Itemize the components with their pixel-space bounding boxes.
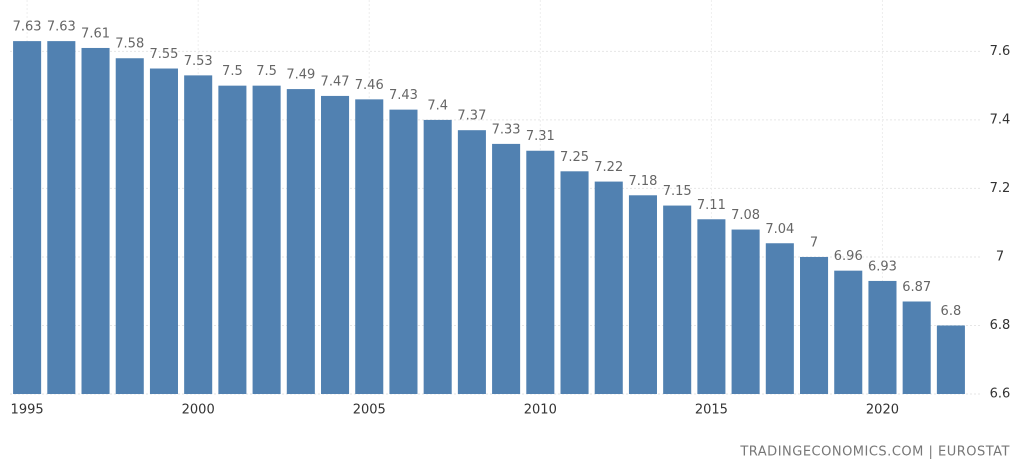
y-tick-label: 7.2 xyxy=(990,181,1011,196)
bar xyxy=(765,243,794,394)
source: TRADINGECONOMICS.COM | EUROSTAT xyxy=(739,445,1010,460)
bar xyxy=(594,181,623,394)
bar xyxy=(47,41,76,395)
value-label: 7.18 xyxy=(628,174,657,189)
x-tick-label: 2015 xyxy=(695,403,728,418)
y-tick-label: 7 xyxy=(996,249,1004,264)
y-tick-label: 7.6 xyxy=(990,44,1011,59)
bar xyxy=(13,41,42,395)
value-label: 7 xyxy=(810,235,818,250)
x-tick-label: 2020 xyxy=(866,403,899,418)
bar xyxy=(628,195,657,394)
value-label: 7.08 xyxy=(731,208,760,223)
value-label: 7.22 xyxy=(594,160,623,175)
value-label: 7.5 xyxy=(222,64,243,79)
value-label: 7.4 xyxy=(427,98,448,113)
bar xyxy=(560,171,589,394)
value-label: 7.11 xyxy=(697,198,726,213)
y-tick-label: 6.8 xyxy=(990,318,1011,333)
value-label: 6.87 xyxy=(902,280,931,295)
value-label: 7.49 xyxy=(286,68,315,83)
bar xyxy=(800,256,829,394)
value-label: 6.8 xyxy=(941,304,962,319)
bar xyxy=(423,119,452,395)
bar xyxy=(868,280,897,394)
bar xyxy=(663,205,692,394)
bar xyxy=(389,109,418,395)
x-tick-label: 2000 xyxy=(182,403,215,418)
bar xyxy=(902,301,931,394)
bar xyxy=(184,75,213,395)
x-tick-label: 2005 xyxy=(353,403,386,418)
value-label: 7.43 xyxy=(389,88,418,103)
y-tick-label: 7.4 xyxy=(990,112,1011,127)
value-label: 7.25 xyxy=(560,150,589,165)
value-label: 6.96 xyxy=(834,249,863,264)
bar xyxy=(149,68,178,395)
value-label: 7.47 xyxy=(321,74,350,89)
value-label: 7.63 xyxy=(47,20,76,35)
value-label: 7.61 xyxy=(81,26,110,41)
value-label: 7.46 xyxy=(355,78,384,93)
bar xyxy=(321,95,350,395)
bar xyxy=(834,270,863,394)
bar xyxy=(355,99,384,395)
value-label: 7.5 xyxy=(256,64,277,79)
value-label: 7.53 xyxy=(184,54,213,69)
bar xyxy=(697,219,726,394)
bar xyxy=(492,143,521,394)
bar xyxy=(731,229,760,394)
x-tick-label: 2010 xyxy=(524,403,557,418)
x-tick-label: 1995 xyxy=(11,403,44,418)
value-label: 7.33 xyxy=(492,122,521,137)
value-label: 6.93 xyxy=(868,259,897,274)
value-label: 7.63 xyxy=(13,20,42,35)
value-label: 7.15 xyxy=(663,184,692,199)
bar xyxy=(81,47,110,395)
bar xyxy=(286,89,315,395)
value-label: 7.37 xyxy=(457,109,486,124)
bar xyxy=(115,58,144,395)
bar xyxy=(252,85,281,395)
bar xyxy=(457,130,486,395)
y-tick-label: 6.6 xyxy=(990,387,1011,402)
bar xyxy=(526,150,555,394)
value-label: 7.31 xyxy=(526,129,555,144)
bar xyxy=(218,85,247,395)
value-label: 7.58 xyxy=(115,37,144,52)
value-label: 7.55 xyxy=(149,47,178,62)
bar xyxy=(936,325,965,394)
value-label: 7.04 xyxy=(765,222,794,237)
